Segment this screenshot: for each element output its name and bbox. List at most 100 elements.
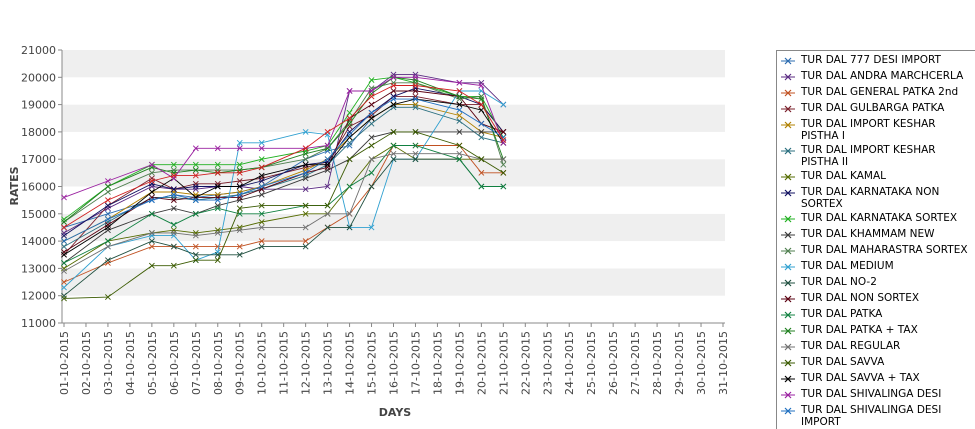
data-point: [346, 156, 353, 163]
data-point: [148, 229, 155, 236]
legend-marker-icon: [779, 228, 797, 242]
series-18: [61, 128, 507, 302]
legend-label: TUR DAL KARNATAKA SORTEX: [801, 212, 958, 224]
data-point: [478, 82, 485, 89]
data-point: [258, 145, 265, 152]
legend-item: TUR DAL KAMAL: [777, 169, 975, 185]
data-point: [105, 257, 111, 264]
data-point: [478, 120, 485, 127]
data-point: [412, 150, 419, 157]
legend-item: TUR DAL NON SORTEX: [777, 291, 975, 307]
y-tick-label: 19000: [21, 99, 56, 112]
data-point: [368, 134, 375, 141]
legend-label: TUR DAL REGULAR: [801, 340, 901, 352]
legend-label: TUR DAL NO-2: [801, 276, 877, 288]
legend-item: TUR DAL ANDRA MARCHCERLA: [777, 69, 975, 85]
data-point: [214, 191, 221, 198]
data-point: [192, 180, 199, 187]
data-point: [346, 131, 353, 138]
data-point: [236, 224, 243, 231]
legend-marker-icon: [779, 118, 797, 132]
data-point: [170, 205, 177, 212]
data-point: [236, 251, 243, 258]
x-tick-label: 16-10-2015: [388, 331, 401, 395]
x-tick-label: 12-10-2015: [300, 331, 313, 395]
data-point: [324, 161, 331, 168]
data-point: [61, 284, 67, 291]
data-point: [192, 161, 199, 168]
legend-marker-icon: [779, 276, 797, 290]
data-point: [500, 101, 507, 108]
data-point: [346, 88, 353, 94]
legend-item: TUR DAL REGULAR: [777, 339, 975, 355]
data-point: [500, 128, 507, 135]
data-point: [258, 238, 265, 245]
data-point: [368, 224, 375, 231]
legend-marker-icon: [779, 308, 797, 322]
legend-label: TUR DAL MAHARASTRA SORTEX: [801, 244, 968, 256]
data-point: [456, 101, 463, 108]
data-point: [500, 139, 507, 146]
legend-label: TUR DAL PATKA + TAX: [801, 324, 918, 336]
data-point: [170, 169, 177, 176]
legend-label: TUR DAL MEDIUM: [801, 260, 894, 272]
data-point: [368, 169, 375, 176]
data-point: [170, 227, 177, 234]
data-point: [412, 96, 419, 103]
data-point: [390, 74, 397, 81]
x-tick-label: 08-10-2015: [212, 331, 225, 395]
x-tick-label: 28-10-2015: [651, 331, 664, 395]
x-tick-label: 24-10-2015: [563, 331, 576, 395]
data-point: [412, 128, 419, 135]
x-tick-label: 10-10-2015: [256, 331, 269, 395]
data-point: [236, 139, 243, 146]
legend-marker-icon: [779, 186, 797, 200]
data-point: [346, 128, 353, 135]
data-point: [368, 115, 375, 122]
data-point: [236, 197, 243, 204]
data-point: [170, 167, 177, 174]
data-point: [412, 101, 419, 108]
data-point: [148, 175, 155, 182]
data-point: [324, 142, 331, 149]
legend-marker-icon: [779, 144, 797, 158]
legend-label: TUR DAL KHAMMAM NEW: [801, 228, 935, 240]
data-point: [214, 197, 221, 204]
x-tick-label: 23-10-2015: [541, 331, 554, 395]
y-tick-label: 15000: [21, 208, 56, 221]
data-point: [258, 219, 265, 225]
data-point: [236, 161, 243, 168]
data-point: [412, 82, 419, 89]
grid-band: [62, 50, 725, 78]
data-point: [61, 279, 67, 285]
legend-marker-icon: [779, 404, 797, 418]
data-point: [478, 93, 485, 100]
legend-item: TUR DAL MEDIUM: [777, 259, 975, 275]
data-point: [170, 189, 177, 195]
data-point: [214, 205, 221, 212]
data-point: [412, 71, 419, 78]
data-point: [148, 161, 155, 168]
legend-marker-icon: [779, 244, 797, 258]
data-point: [148, 197, 155, 204]
data-point: [412, 156, 419, 163]
x-tick-label: 04-10-2015: [124, 331, 137, 395]
data-point: [302, 145, 309, 152]
data-point: [456, 156, 463, 163]
legend-item: TUR DAL SHIVALINGA DESI IMPORT: [777, 403, 975, 429]
data-point: [324, 156, 331, 163]
data-point: [500, 134, 507, 141]
data-point: [214, 194, 221, 201]
data-point: [258, 156, 265, 163]
legend-marker-icon: [779, 212, 797, 226]
x-tick-label: 15-10-2015: [366, 331, 379, 395]
legend-marker-icon: [779, 102, 797, 116]
y-tick-label: 16000: [21, 181, 56, 194]
data-point: [105, 189, 111, 195]
data-point: [61, 219, 67, 225]
data-point: [412, 74, 419, 81]
data-point: [478, 134, 485, 141]
data-point: [258, 164, 265, 171]
data-point: [478, 128, 485, 135]
